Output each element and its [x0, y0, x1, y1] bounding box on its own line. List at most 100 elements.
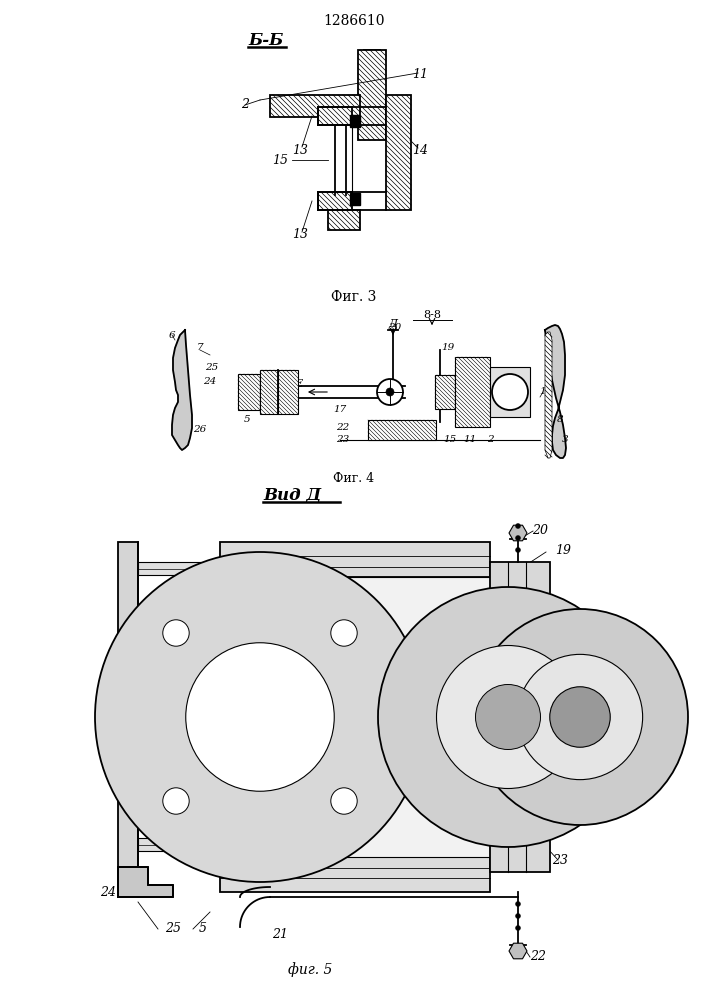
Circle shape [163, 788, 189, 814]
Circle shape [377, 379, 403, 405]
Text: 19: 19 [555, 544, 571, 556]
Polygon shape [172, 330, 192, 450]
Text: Фиг. 4: Фиг. 4 [334, 472, 375, 485]
Text: 11: 11 [412, 68, 428, 82]
Circle shape [515, 914, 520, 918]
Bar [368, 420, 436, 440]
Text: 22: 22 [337, 422, 350, 432]
Text: 2: 2 [241, 99, 249, 111]
Text: 20: 20 [388, 324, 402, 332]
Circle shape [550, 687, 610, 747]
Text: Фиг. 3: Фиг. 3 [332, 290, 377, 304]
Text: 20: 20 [532, 524, 548, 538]
Bar [138, 838, 200, 851]
Text: Вид Д: Вид Д [263, 487, 321, 504]
Bar [492, 618, 506, 655]
Bar [138, 608, 200, 621]
Text: 24: 24 [204, 377, 216, 386]
Text: 11: 11 [463, 436, 477, 444]
Circle shape [331, 620, 357, 646]
Text: 17: 17 [321, 724, 341, 738]
Circle shape [186, 643, 334, 791]
Text: 1286610: 1286610 [323, 14, 385, 28]
Circle shape [436, 646, 580, 788]
Bar [386, 95, 411, 210]
Circle shape [378, 587, 638, 847]
Circle shape [515, 926, 520, 930]
Polygon shape [118, 867, 173, 897]
Text: 23: 23 [552, 854, 568, 866]
Polygon shape [509, 943, 527, 959]
Text: 15: 15 [443, 436, 457, 444]
Bar [350, 115, 360, 127]
Text: 22: 22 [530, 950, 546, 964]
Bar [318, 107, 352, 125]
Text: 1: 1 [539, 387, 547, 396]
Bar [138, 562, 200, 575]
Bar [270, 95, 360, 117]
Text: 17: 17 [334, 406, 346, 414]
Text: 5: 5 [244, 416, 250, 424]
Text: 25: 25 [165, 922, 181, 936]
Circle shape [331, 788, 357, 814]
Text: 5: 5 [199, 922, 207, 936]
Circle shape [95, 552, 425, 882]
Text: 13: 13 [292, 229, 308, 241]
Bar [435, 375, 455, 409]
Circle shape [515, 548, 520, 552]
Text: 21: 21 [272, 928, 288, 942]
Circle shape [515, 524, 520, 528]
Bar [220, 577, 245, 857]
Text: 2: 2 [486, 436, 493, 444]
Bar [278, 370, 298, 414]
Text: 15: 15 [272, 153, 288, 166]
Text: 3: 3 [604, 656, 612, 668]
Text: 8: 8 [556, 416, 563, 424]
Bar [490, 367, 530, 417]
Circle shape [386, 388, 394, 396]
Circle shape [472, 609, 688, 825]
Bar [455, 357, 490, 427]
Circle shape [163, 620, 189, 646]
Bar [318, 192, 352, 210]
Bar [138, 654, 200, 667]
Bar [138, 746, 200, 759]
Polygon shape [509, 525, 527, 541]
Circle shape [515, 902, 520, 906]
Text: 26: 26 [194, 426, 206, 434]
Text: 13: 13 [292, 143, 308, 156]
Text: Д: Д [389, 319, 397, 329]
Text: 8-8: 8-8 [423, 310, 441, 320]
Text: 7: 7 [197, 344, 204, 353]
Circle shape [518, 654, 643, 780]
Bar [238, 374, 260, 410]
Text: Б-Б: Б-Б [248, 32, 284, 49]
Circle shape [476, 684, 540, 750]
Bar [118, 542, 138, 892]
Bar [260, 370, 278, 414]
Circle shape [515, 536, 520, 540]
Text: 19: 19 [441, 344, 455, 353]
Bar [328, 210, 360, 230]
Bar [358, 50, 386, 140]
Text: 23: 23 [337, 436, 350, 444]
Polygon shape [545, 332, 552, 458]
Text: 24: 24 [100, 886, 116, 898]
Bar [245, 577, 490, 857]
Bar [490, 562, 550, 872]
Text: 25: 25 [205, 363, 218, 372]
Bar [350, 193, 360, 205]
Text: 3: 3 [561, 436, 568, 444]
Bar [220, 542, 490, 577]
Bar [138, 792, 200, 805]
Text: 18: 18 [552, 802, 568, 814]
Bar [200, 687, 220, 737]
Bar [138, 700, 200, 713]
Polygon shape [545, 325, 566, 458]
Text: фиг. 5: фиг. 5 [288, 962, 332, 977]
Text: 14: 14 [412, 143, 428, 156]
Text: 6: 6 [169, 330, 175, 340]
Bar [492, 785, 506, 822]
Text: E: E [294, 379, 302, 389]
Circle shape [492, 374, 528, 410]
